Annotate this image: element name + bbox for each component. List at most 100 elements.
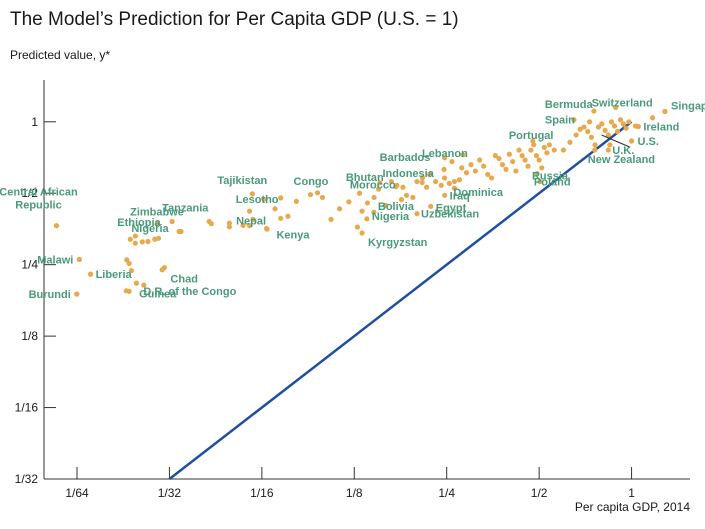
- data-point: [577, 126, 583, 132]
- data-point: [481, 163, 487, 169]
- data-point: [605, 147, 611, 153]
- data-point: [249, 191, 255, 197]
- country-label-kenya: Kenya: [276, 230, 310, 242]
- country-label-central-african-republic: Central African: [0, 187, 78, 199]
- data-point: [537, 178, 543, 185]
- data-point: [293, 198, 300, 204]
- x-tick-label: 1/4: [438, 486, 455, 500]
- data-point: [419, 175, 426, 181]
- data-point: [614, 128, 621, 135]
- data-point: [377, 180, 383, 186]
- country-label-kyrgyzstan: Kyrgyzstan: [368, 237, 428, 249]
- x-tick-label: 1/32: [158, 486, 182, 500]
- data-point: [354, 224, 361, 230]
- data-point: [567, 139, 573, 145]
- data-point: [472, 168, 478, 174]
- data-point: [510, 158, 516, 165]
- data-point: [635, 123, 641, 130]
- data-point: [398, 197, 405, 203]
- data-point: [516, 147, 522, 153]
- data-point: [528, 147, 534, 153]
- data-point: [87, 271, 94, 277]
- country-label-morocco: Morocco: [350, 180, 396, 192]
- data-point: [314, 190, 321, 196]
- country-label-tanzania: Tanzania: [162, 203, 209, 215]
- country-label-iraq: Iraq: [450, 190, 470, 202]
- country-label-dominica: Dominica: [453, 187, 503, 199]
- data-point: [496, 155, 502, 162]
- country-label-indonesia: Indonesia: [383, 168, 435, 180]
- data-point: [546, 142, 552, 148]
- data-point: [449, 158, 455, 165]
- data-point: [536, 157, 542, 163]
- data-point: [602, 127, 608, 133]
- data-point: [530, 138, 536, 144]
- data-point: [499, 162, 506, 168]
- data-point: [410, 194, 416, 201]
- data-point: [371, 194, 377, 201]
- data-point: [522, 157, 528, 163]
- us-leader-line: [601, 134, 630, 148]
- country-label-nepal: Nepal: [236, 215, 266, 227]
- data-point: [403, 192, 410, 198]
- data-point: [126, 288, 132, 294]
- data-point: [595, 124, 602, 130]
- data-point: [246, 208, 253, 214]
- data-point: [441, 175, 448, 181]
- data-point: [226, 220, 233, 226]
- data-point: [468, 162, 474, 168]
- data-point: [246, 223, 253, 229]
- data-point: [337, 206, 343, 212]
- data-point: [226, 224, 233, 230]
- data-point: [541, 144, 547, 150]
- data-point: [525, 163, 531, 169]
- data-point: [128, 268, 135, 274]
- data-point: [400, 184, 406, 190]
- country-label-guinea: Guinea: [139, 288, 177, 300]
- data-point: [456, 177, 463, 183]
- country-label-russia: Russia: [532, 171, 569, 183]
- data-point: [139, 239, 145, 245]
- country-label-d-r-of-the-congo: D.R. of the Congo: [143, 286, 236, 298]
- data-point: [628, 138, 635, 144]
- country-label-lesotho: Lesotho: [236, 194, 279, 206]
- data-point: [364, 200, 371, 206]
- y-tick-label: 1/8: [21, 329, 38, 343]
- data-point: [126, 260, 132, 267]
- reference-line: [168, 120, 633, 480]
- data-point: [132, 240, 138, 246]
- country-label-barbados: Barbados: [380, 152, 431, 164]
- data-point: [571, 117, 577, 123]
- data-point: [611, 123, 618, 129]
- data-point: [662, 108, 668, 115]
- country-label-u-k: U.K.: [612, 145, 634, 157]
- data-point: [620, 121, 626, 127]
- data-point: [506, 151, 512, 157]
- data-point: [371, 209, 377, 215]
- data-point: [250, 216, 256, 222]
- data-point: [364, 216, 370, 222]
- data-point: [460, 152, 466, 158]
- data-point: [272, 206, 278, 212]
- country-label-central-african-republic: Republic: [15, 200, 61, 212]
- data-point: [388, 178, 394, 185]
- data-point: [451, 185, 458, 191]
- data-point: [617, 117, 624, 123]
- x-tick-label: 1: [628, 486, 635, 500]
- y-tick-label: 1/2: [21, 186, 38, 200]
- data-point: [551, 147, 557, 153]
- data-point: [76, 256, 82, 263]
- data-point: [74, 291, 80, 297]
- data-point: [145, 238, 151, 245]
- y-tick-label: 1/4: [21, 258, 38, 272]
- data-point: [278, 195, 284, 201]
- data-point: [208, 221, 214, 227]
- country-label-nigeria: Nigeria: [131, 223, 169, 235]
- data-point: [53, 223, 60, 229]
- data-point: [161, 265, 168, 271]
- data-point: [485, 171, 491, 178]
- data-point: [442, 192, 448, 198]
- data-point: [446, 180, 452, 187]
- chart-title: The Model’s Prediction for Per Capita GD…: [10, 9, 459, 30]
